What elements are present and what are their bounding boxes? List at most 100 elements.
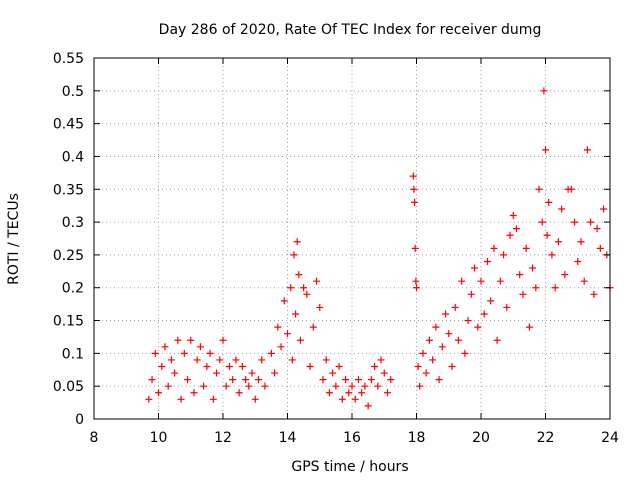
data-point — [538, 218, 546, 226]
data-point — [322, 356, 330, 364]
data-point — [251, 395, 259, 403]
data-point — [422, 369, 430, 377]
data-point — [254, 376, 262, 384]
data-point — [567, 185, 575, 193]
data-point — [542, 146, 549, 154]
data-point — [467, 290, 475, 298]
data-point — [522, 244, 530, 252]
data-point — [525, 323, 533, 331]
data-point — [235, 389, 243, 397]
data-point — [145, 395, 153, 403]
data-point — [471, 264, 479, 272]
data-point — [151, 349, 159, 357]
y-tick-label: 0.2 — [62, 281, 84, 297]
data-point — [303, 290, 311, 298]
data-point — [288, 356, 296, 364]
data-point — [267, 349, 275, 357]
data-point — [577, 238, 585, 246]
data-point — [284, 330, 291, 338]
data-point — [287, 284, 295, 292]
data-point — [329, 369, 337, 377]
y-tick-label: 0.4 — [62, 149, 84, 165]
data-point — [313, 277, 321, 285]
data-point — [338, 395, 346, 403]
data-point — [161, 343, 169, 351]
x-tick-label: 10 — [150, 430, 168, 446]
axis-ticks — [93, 57, 611, 420]
x-tick-label: 24 — [601, 430, 619, 446]
data-point — [309, 323, 317, 331]
data-point — [548, 251, 556, 259]
y-tick-label: 0.3 — [62, 215, 84, 231]
data-point — [258, 356, 266, 364]
data-point — [196, 343, 204, 351]
data-point — [277, 343, 285, 351]
data-points — [145, 87, 614, 410]
data-point — [248, 369, 256, 377]
data-point — [367, 376, 375, 384]
data-point — [519, 290, 527, 298]
data-point — [229, 376, 237, 384]
data-point — [416, 382, 424, 390]
data-point — [425, 336, 433, 344]
y-tick-label: 0.35 — [53, 182, 84, 198]
data-point — [506, 231, 514, 239]
data-point — [290, 251, 298, 259]
data-point — [351, 395, 359, 403]
data-point — [448, 362, 456, 370]
data-point — [593, 225, 601, 233]
data-point — [348, 382, 356, 390]
data-point — [164, 382, 172, 390]
data-point — [358, 389, 366, 397]
data-point — [429, 356, 437, 364]
data-point — [454, 336, 462, 344]
data-point — [435, 376, 443, 384]
data-point — [432, 323, 440, 331]
data-point — [580, 277, 588, 285]
data-point — [558, 205, 566, 213]
data-point — [174, 336, 182, 344]
data-point — [571, 218, 579, 226]
data-point — [438, 343, 446, 351]
x-tick-label: 18 — [408, 430, 426, 446]
data-point — [261, 382, 269, 390]
data-point — [342, 376, 350, 384]
data-point — [209, 395, 217, 403]
grid — [94, 58, 610, 419]
data-point — [477, 277, 485, 285]
data-point — [377, 356, 385, 364]
data-point — [316, 303, 324, 311]
data-point — [232, 356, 240, 364]
data-point — [554, 238, 562, 246]
data-point — [171, 369, 179, 377]
data-point — [184, 376, 192, 384]
data-point — [464, 317, 472, 325]
y-tick-label: 0.5 — [62, 84, 84, 100]
data-point — [177, 395, 185, 403]
data-point — [293, 238, 301, 246]
data-point — [419, 349, 427, 357]
data-point — [493, 336, 501, 344]
data-point — [413, 284, 420, 292]
data-point — [590, 290, 598, 298]
data-point — [300, 284, 308, 292]
data-point — [213, 369, 221, 377]
data-point — [509, 212, 517, 220]
x-tick-label: 20 — [472, 430, 490, 446]
data-point — [296, 336, 304, 344]
data-point — [345, 389, 353, 397]
data-point — [187, 336, 195, 344]
data-point — [374, 382, 382, 390]
data-point — [496, 277, 504, 285]
data-point — [383, 389, 391, 397]
data-point — [561, 271, 569, 279]
y-tick-label: 0.1 — [62, 346, 84, 362]
data-point — [535, 185, 543, 193]
data-point — [545, 198, 553, 206]
data-point — [280, 297, 288, 305]
data-point — [354, 376, 362, 384]
y-tick-label: 0.55 — [53, 51, 84, 67]
data-point — [295, 271, 303, 279]
data-point — [271, 369, 279, 377]
